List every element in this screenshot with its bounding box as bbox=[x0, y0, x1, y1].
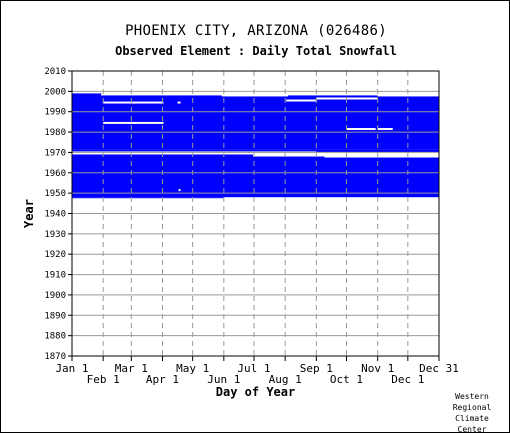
x-tick-label: Oct 1 bbox=[330, 373, 363, 386]
missing-gap bbox=[103, 101, 164, 104]
y-tick-label: 2000 bbox=[44, 87, 66, 97]
y-tick-label: 1970 bbox=[44, 148, 66, 158]
missing-data-layer bbox=[103, 97, 393, 192]
observed-block bbox=[72, 157, 439, 198]
credit-line: Western bbox=[455, 392, 489, 401]
chart-subtitle: Observed Element : Daily Total Snowfall bbox=[115, 44, 397, 58]
x-tick-label: Jun 1 bbox=[207, 373, 240, 386]
x-tick-label: Jan 1 bbox=[55, 362, 88, 375]
y-tick-label: 2010 bbox=[44, 67, 66, 77]
missing-gap bbox=[103, 121, 164, 124]
x-tick-label: Jul 1 bbox=[237, 362, 270, 375]
observed-block bbox=[72, 93, 102, 98]
observed-data-layer bbox=[72, 93, 439, 199]
y-tick-label: 1980 bbox=[44, 128, 66, 138]
missing-gap bbox=[346, 128, 376, 131]
y-tick-label: 1890 bbox=[44, 311, 66, 321]
observed-block bbox=[221, 97, 258, 100]
x-tick-label: Aug 1 bbox=[269, 373, 302, 386]
observed-block bbox=[316, 150, 439, 153]
x-tick-label: Mar 1 bbox=[115, 362, 148, 375]
x-tick-label: May 1 bbox=[176, 362, 209, 375]
y-tick-label: 1940 bbox=[44, 210, 66, 220]
y-axis-label: Year bbox=[22, 199, 36, 228]
y-tick-label: 1870 bbox=[44, 352, 66, 362]
y-tick-label: 1990 bbox=[44, 108, 66, 118]
y-tick-label: 1930 bbox=[44, 230, 66, 240]
x-tick-label: Feb 1 bbox=[87, 373, 120, 386]
x-tick-label: Nov 1 bbox=[361, 362, 394, 375]
y-tick-label: 1960 bbox=[44, 169, 66, 179]
credit-line: Regional bbox=[452, 403, 492, 412]
missing-gap bbox=[377, 128, 393, 131]
y-tick-label: 1910 bbox=[44, 271, 66, 281]
chart-title: PHOENIX CITY, ARIZONA (026486) bbox=[125, 23, 387, 39]
missing-gap bbox=[316, 97, 378, 100]
y-tick-label: 1880 bbox=[44, 332, 66, 342]
credit-line: Center bbox=[457, 425, 487, 433]
y-tick-label: 1900 bbox=[44, 291, 66, 301]
missing-gap bbox=[178, 189, 181, 192]
y-tick-layer: 1870 1880 1890 1900 1910 1920 1930 1940 1950 1960… bbox=[44, 67, 72, 362]
x-axis-label: Day of Year bbox=[216, 385, 295, 399]
x-tick-label: Dec 1 bbox=[391, 373, 424, 386]
plot-border bbox=[71, 70, 440, 357]
observed-block bbox=[288, 95, 378, 98]
observed-block bbox=[72, 197, 224, 199]
observed-block bbox=[101, 95, 222, 98]
x-tick-layer: Jan 1 Mar 1 May 1 Jul 1 Sep 1 Nov 1 Dec 31 Feb … bbox=[55, 356, 459, 386]
credit-block: Western Regional Climate Center bbox=[449, 391, 495, 433]
x-tick-label: Apr 1 bbox=[146, 373, 179, 386]
missing-gap bbox=[286, 99, 317, 102]
x-tick-label: Sep 1 bbox=[300, 362, 333, 375]
x-tick-label: Dec 31 bbox=[419, 362, 459, 375]
y-tick-label: 1950 bbox=[44, 189, 66, 199]
observed-block bbox=[72, 149, 439, 152]
credit-line: Climate bbox=[455, 414, 489, 423]
observed-block bbox=[72, 156, 325, 161]
y-tick-label: 1920 bbox=[44, 250, 66, 260]
missing-gap bbox=[177, 101, 181, 104]
